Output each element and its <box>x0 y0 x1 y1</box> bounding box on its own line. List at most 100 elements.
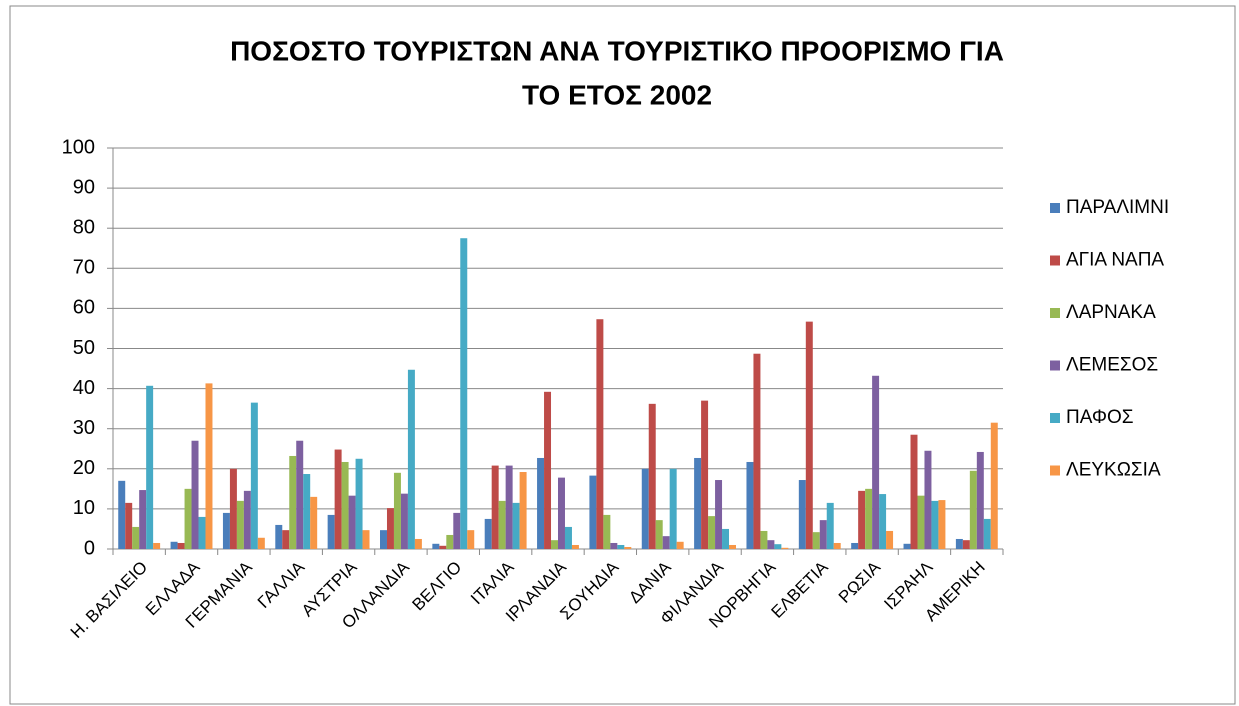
bar <box>851 542 859 549</box>
bar <box>938 500 946 549</box>
bar <box>334 449 342 549</box>
bar <box>865 488 873 549</box>
bar <box>491 465 499 549</box>
bar <box>236 500 244 549</box>
y-tick-label: 50 <box>73 337 95 359</box>
bar <box>446 534 454 549</box>
bar <box>903 543 911 549</box>
bar <box>407 369 415 549</box>
bar <box>805 321 813 549</box>
y-tick-label: 90 <box>73 176 95 198</box>
legend-swatch <box>1050 203 1060 213</box>
bar <box>781 547 789 549</box>
bar <box>282 530 290 549</box>
bar <box>655 520 663 549</box>
bar <box>484 518 492 549</box>
y-tick-label: 40 <box>73 377 95 399</box>
bar <box>610 542 618 549</box>
legend-swatch <box>1050 360 1060 371</box>
chart-title: ΤΟ ΕΤΟΣ 2002 <box>522 79 712 110</box>
bar <box>198 516 206 549</box>
bar <box>341 461 349 549</box>
bar <box>962 540 970 549</box>
bar <box>833 542 841 549</box>
bar <box>355 458 363 549</box>
bar <box>153 542 161 549</box>
y-tick-label: 60 <box>73 297 95 319</box>
bar <box>432 543 440 549</box>
y-tick-label: 20 <box>73 457 95 479</box>
bar <box>617 544 625 549</box>
bar <box>858 490 866 549</box>
bar <box>701 400 709 549</box>
bar <box>467 530 475 549</box>
bar <box>990 422 998 549</box>
bar <box>760 530 768 549</box>
bar <box>229 468 237 549</box>
bar <box>969 470 977 549</box>
bar <box>257 537 265 549</box>
bar <box>205 383 213 549</box>
bar <box>289 455 297 549</box>
bar <box>558 477 565 549</box>
bar <box>819 520 827 549</box>
bar <box>694 457 702 549</box>
bar <box>669 468 677 549</box>
bar <box>774 544 782 549</box>
bar <box>191 440 199 549</box>
bar <box>746 461 754 549</box>
bar <box>976 451 984 549</box>
bar <box>641 468 649 549</box>
bar <box>729 544 736 549</box>
bar <box>453 512 461 549</box>
bar <box>400 493 408 549</box>
bar <box>439 545 447 549</box>
bar <box>460 238 468 549</box>
bar <box>603 514 611 549</box>
legend-label: ΛΕΜΕΣΟΣ <box>1066 355 1158 376</box>
bar <box>170 541 178 549</box>
bar <box>243 490 251 549</box>
bar <box>624 546 632 549</box>
bar <box>505 465 513 549</box>
bar <box>222 512 230 549</box>
legend-label: ΛΑΡΝΑΚΑ <box>1066 302 1156 323</box>
legend-swatch <box>1050 413 1060 423</box>
bar <box>596 319 604 549</box>
legend-label: ΛΕΥΚΩΣΙΑ <box>1066 460 1161 481</box>
bar <box>296 440 304 549</box>
bar <box>380 530 387 549</box>
bar <box>537 457 545 549</box>
bar <box>512 502 520 549</box>
bar <box>753 353 761 549</box>
bar <box>348 495 356 549</box>
chart-border <box>9 5 1236 705</box>
legend-label: ΑΓΙΑ ΝΑΠΑ <box>1066 250 1164 271</box>
bar <box>955 538 963 549</box>
bar <box>250 402 258 549</box>
bar <box>924 450 932 549</box>
bar <box>708 516 716 549</box>
bar <box>327 514 335 549</box>
bar <box>931 500 939 549</box>
bar <box>564 526 572 549</box>
legend-swatch <box>1050 465 1060 476</box>
bar <box>826 502 834 549</box>
bar <box>812 532 820 549</box>
legend-swatch <box>1050 255 1060 266</box>
bar <box>676 541 684 549</box>
chart-title: ΠΟΣΟΣΤΟ ΤΟΥΡΙΣΤΩΝ ΑΝΑ ΤΟΥΡΙΣΤΙΚΟ ΠΡΟΟΡΙΣ… <box>230 35 1004 66</box>
bar <box>139 490 147 549</box>
bar <box>414 538 422 549</box>
y-tick-label: 70 <box>73 257 95 279</box>
bar <box>722 528 730 549</box>
bar <box>125 502 133 549</box>
bar <box>498 500 506 549</box>
bar <box>393 472 401 549</box>
y-tick-label: 80 <box>73 216 95 238</box>
y-tick-label: 100 <box>62 136 95 158</box>
bar <box>303 474 311 549</box>
bar <box>872 375 880 549</box>
legend-label: ΠΑΦΟΣ <box>1066 407 1134 428</box>
